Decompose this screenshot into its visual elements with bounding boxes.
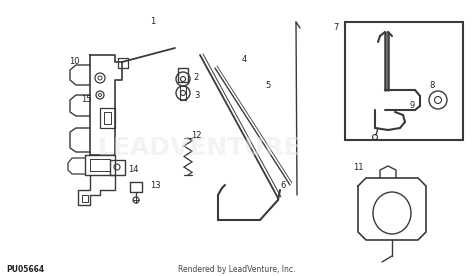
Text: 14: 14 [128,166,138,174]
Text: 3: 3 [194,91,200,100]
Text: 10: 10 [69,57,79,67]
Text: 9: 9 [410,100,415,110]
Text: 11: 11 [353,163,363,172]
Text: 15: 15 [81,95,91,105]
Text: 5: 5 [265,81,271,89]
Text: Rendered by LeadVenture, Inc.: Rendered by LeadVenture, Inc. [178,266,296,275]
Text: 12: 12 [191,131,201,139]
Bar [345,22,463,140]
Text: 7: 7 [333,23,339,33]
Text: 1: 1 [150,17,155,26]
Text: 8: 8 [429,81,435,89]
Text: 2: 2 [193,73,199,83]
Text: LEADVENTURE: LEADVENTURE [98,136,302,160]
Text: 4: 4 [241,55,246,65]
Text: PU05664: PU05664 [6,266,44,275]
Text: 13: 13 [150,181,160,190]
Text: 6: 6 [280,181,286,190]
